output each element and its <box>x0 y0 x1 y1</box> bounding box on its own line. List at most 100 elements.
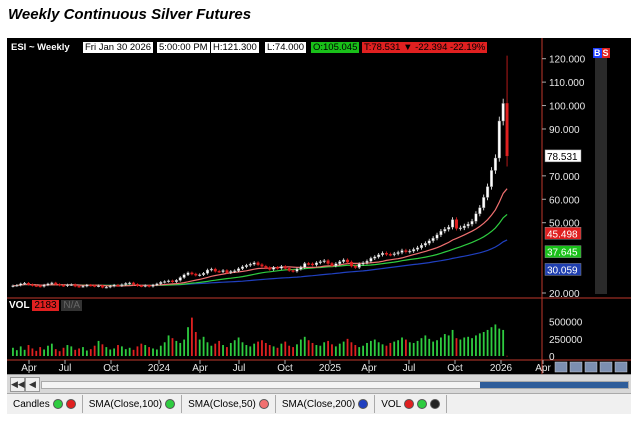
candle-body <box>451 219 455 228</box>
volume-bar <box>447 335 450 356</box>
volume-bar <box>416 340 419 356</box>
open-readout: O:105.045 <box>311 42 360 53</box>
legend-color-icon <box>65 399 76 409</box>
volume-bar <box>432 341 435 356</box>
candle-body <box>202 273 206 275</box>
time-tick-label: Jul <box>59 363 72 374</box>
candle-body <box>342 259 346 262</box>
volume-bar <box>377 342 380 356</box>
candle-body <box>97 285 101 287</box>
volume-bar <box>299 339 302 356</box>
volume-bar <box>482 332 485 356</box>
volume-bar <box>229 342 232 356</box>
candle-body <box>174 280 178 282</box>
volume-bar <box>233 340 236 356</box>
candle-body <box>104 286 108 289</box>
candle-body <box>135 284 139 286</box>
volume-bar <box>334 346 337 356</box>
volume-bar <box>202 336 205 356</box>
candle-body <box>143 285 147 287</box>
candle-body <box>439 230 443 236</box>
scroll-thumb[interactable] <box>480 382 628 388</box>
candle-body <box>346 259 350 263</box>
volume-bar <box>424 335 427 356</box>
legend-color-icon <box>165 399 176 409</box>
candle-body <box>279 266 283 269</box>
chart-svg[interactable]: 120.000 110.000 100.000 90.000 78.531 70.000 6… <box>7 38 631 374</box>
volume-tick-label: 0 <box>549 352 555 363</box>
candle-body <box>330 263 334 267</box>
volume-bar <box>366 342 368 356</box>
chart-frame[interactable]: 120.000 110.000 100.000 90.000 78.531 70.000 6… <box>7 38 631 374</box>
candle-body <box>248 263 252 266</box>
time-scroll-area[interactable]: ◀◀ ◀ <box>7 374 631 393</box>
volume-bar <box>43 349 45 356</box>
price-marker-label: 78.531 <box>547 152 578 163</box>
volume-bar <box>194 332 197 356</box>
candle-body <box>377 254 381 258</box>
price-marker-box <box>544 227 582 240</box>
candle-body <box>268 267 272 270</box>
price-marker-label: 30.059 <box>547 265 578 276</box>
volume-bar <box>315 345 318 356</box>
candle-body <box>326 260 330 264</box>
legend-color-icon <box>358 399 369 409</box>
candle-body <box>423 243 427 246</box>
legend-color-icon <box>52 399 63 409</box>
legend-item[interactable]: SMA(Close,50) <box>182 395 276 413</box>
page-title: Weekly Continuous Silver Futures <box>8 6 252 23</box>
scroll-track[interactable] <box>41 381 629 389</box>
candle-body <box>167 280 171 283</box>
volume-bar <box>502 329 505 356</box>
legend-item[interactable]: SMA(Close,100) <box>83 395 183 413</box>
scroll-left-icon[interactable]: ◀ <box>25 377 40 392</box>
volume-bar <box>124 349 127 356</box>
legend-label: SMA(Close,200) <box>281 398 356 410</box>
volume-bar <box>338 343 341 356</box>
price-tick-label: 60.000 <box>549 195 580 206</box>
volume-bar <box>175 340 178 356</box>
volume-bar <box>206 342 209 356</box>
volume-bar <box>12 347 14 356</box>
candle-body <box>182 274 186 278</box>
volume-bar <box>241 342 244 356</box>
candle-body <box>42 284 46 287</box>
volume-bar <box>459 339 462 356</box>
volume-bar <box>455 338 458 356</box>
volume-bar <box>412 342 415 356</box>
candle-body <box>233 270 237 272</box>
sma50-line <box>12 188 508 287</box>
volume-bar <box>183 339 186 356</box>
price-tick-label: 20.000 <box>549 289 580 300</box>
chart-nav-icon <box>584 361 598 373</box>
candle-body <box>34 285 38 287</box>
candle-body <box>373 256 377 259</box>
volume-bar <box>198 339 201 356</box>
candle-body <box>478 207 482 215</box>
candle-body <box>213 268 217 272</box>
candle-body <box>303 263 307 268</box>
legend-item[interactable]: VOL <box>375 395 448 413</box>
volume-bar <box>39 347 42 356</box>
sell-button[interactable]: S <box>601 48 610 58</box>
volume-header: VOL 2183 N/A <box>9 300 83 311</box>
candle-body <box>100 285 104 288</box>
volume-bar <box>404 339 407 356</box>
volume-bar <box>136 346 139 356</box>
legend-item[interactable]: SMA(Close,200) <box>276 395 376 413</box>
candle-body <box>299 267 303 270</box>
scroll-left-end-icon[interactable]: ◀◀ <box>10 377 25 392</box>
volume-bar <box>350 342 353 356</box>
candle-body <box>50 282 54 285</box>
buy-button[interactable]: B <box>593 48 602 58</box>
candle-body <box>486 186 490 198</box>
volume-bar <box>443 334 446 356</box>
legend-item[interactable]: Candles <box>7 395 83 413</box>
time-tick-label: 2024 <box>148 363 171 374</box>
volume-bar <box>498 328 501 356</box>
volume-bar <box>494 324 497 356</box>
volume-bar <box>15 350 18 356</box>
candle-body <box>93 285 97 287</box>
volume-bar <box>354 345 357 356</box>
volume-value: 2183 <box>32 300 59 311</box>
